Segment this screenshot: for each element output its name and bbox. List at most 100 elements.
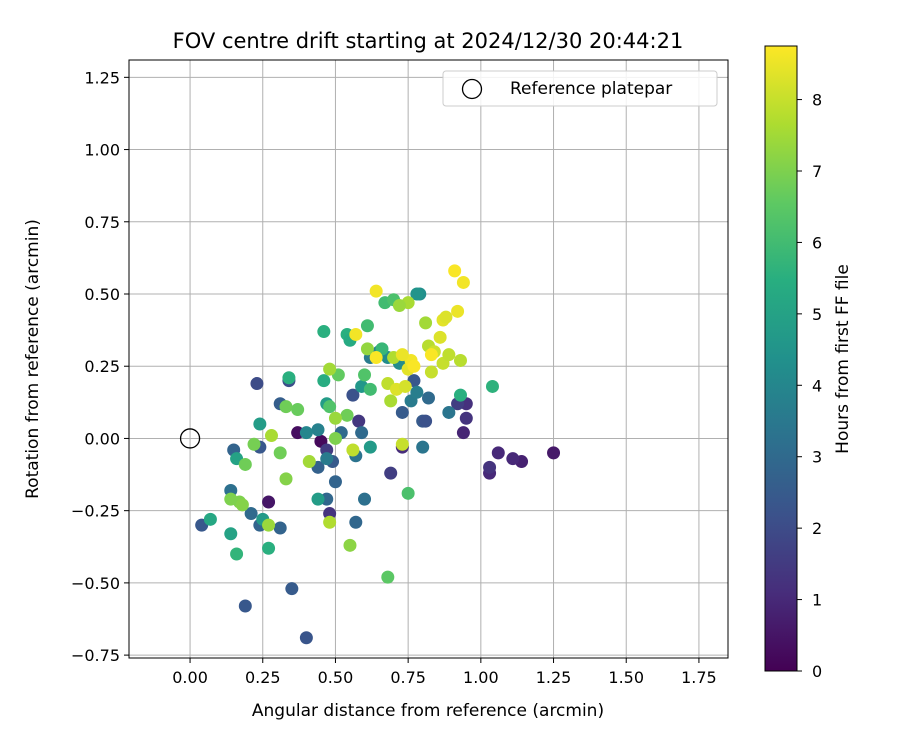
data-point (323, 515, 337, 529)
colorbar-tick-label: 1 (812, 591, 822, 610)
data-point (346, 443, 360, 457)
data-point (262, 495, 276, 509)
colorbar-tick-label: 2 (812, 519, 822, 538)
x-axis-ticks: 0.00 0.25 0.50 0.75 1.00 1.25 1.50 1.75 (172, 658, 717, 687)
data-point (453, 388, 467, 402)
data-point (279, 400, 293, 414)
x-tick-label: 0.50 (318, 668, 354, 687)
data-point (395, 405, 409, 419)
data-point (419, 316, 433, 330)
data-point (453, 353, 467, 367)
data-point (299, 426, 313, 440)
data-point (262, 541, 276, 555)
data-point (264, 429, 278, 443)
colorbar-gradient (764, 45, 798, 672)
x-tick-label: 0.25 (245, 668, 281, 687)
data-point (244, 507, 258, 521)
x-axis-label: Angular distance from reference (arcmin) (252, 701, 604, 721)
data-point (238, 599, 252, 613)
data-point (392, 299, 406, 313)
data-point (352, 414, 366, 428)
data-point (363, 440, 377, 454)
data-point (491, 446, 505, 460)
legend-box (442, 70, 718, 107)
colorbar-tick-label: 0 (812, 662, 822, 681)
data-point (273, 446, 287, 460)
data-point (410, 287, 424, 301)
plot-frame (128, 59, 729, 659)
data-point (395, 437, 409, 451)
y-tick-label: 0.50 (84, 285, 120, 304)
y-tick-label: 1.00 (84, 141, 120, 160)
data-point (323, 400, 337, 414)
data-point (247, 437, 261, 451)
data-point (456, 275, 470, 289)
colorbar: 0 1 2 3 4 5 6 7 8 Hours from first FF file (764, 45, 853, 681)
data-point (439, 310, 453, 324)
legend: Reference platepar (442, 70, 718, 107)
data-point (360, 319, 374, 333)
data-point (317, 374, 331, 388)
data-point (363, 382, 377, 396)
data-points (179, 264, 561, 645)
data-point (369, 351, 383, 365)
data-point (238, 457, 252, 471)
data-point (358, 492, 372, 506)
legend-label: Reference platepar (510, 79, 672, 99)
y-tick-label: −0.50 (71, 574, 120, 593)
data-point (328, 431, 342, 445)
y-tick-label: 1.25 (84, 68, 120, 87)
data-point (384, 394, 398, 408)
data-point (340, 408, 354, 422)
data-point (419, 414, 433, 428)
data-point (253, 417, 267, 431)
data-point (360, 342, 374, 356)
data-point (369, 284, 383, 298)
data-point (349, 327, 363, 341)
data-point (547, 446, 561, 460)
data-point (422, 391, 435, 405)
data-point (381, 570, 395, 584)
y-axis-label: Rotation from reference (arcmin) (23, 219, 43, 499)
colorbar-tick-label: 7 (812, 162, 822, 181)
data-point (407, 359, 421, 373)
data-point (279, 472, 293, 486)
colorbar-tick-label: 4 (812, 376, 822, 395)
data-point (355, 426, 369, 440)
y-tick-label: 0.75 (84, 213, 120, 232)
data-point (401, 486, 415, 500)
data-point (424, 348, 438, 362)
data-point (398, 379, 412, 393)
y-tick-label: −0.75 (71, 646, 120, 665)
data-point (224, 527, 238, 541)
data-point (203, 512, 217, 526)
data-point (328, 475, 342, 489)
data-point (311, 492, 325, 506)
data-point (410, 385, 424, 399)
data-point (506, 452, 520, 466)
chart-title: FOV centre drift starting at 2024/12/30 … (173, 29, 684, 53)
data-point (349, 515, 363, 529)
y-tick-label: −0.25 (71, 502, 120, 521)
data-point (485, 379, 499, 393)
colorbar-label: Hours from first FF file (833, 264, 853, 454)
colorbar-tick-label: 5 (812, 305, 822, 324)
x-tick-label: 1.75 (681, 668, 717, 687)
data-point (328, 411, 342, 425)
data-point (317, 325, 331, 339)
data-point (291, 403, 305, 417)
data-point (459, 411, 473, 425)
y-axis-ticks: −0.75 −0.50 −0.25 0.00 0.25 0.50 0.75 1.00 1.25 (71, 68, 129, 665)
data-point (384, 466, 398, 480)
colorbar-tick-label: 3 (812, 448, 822, 467)
data-point (311, 423, 325, 437)
x-tick-label: 0.75 (390, 668, 426, 687)
data-point (433, 330, 447, 344)
data-point (451, 304, 465, 318)
data-point (343, 538, 357, 552)
colorbar-tick-label: 6 (812, 233, 822, 252)
y-tick-label: 0.25 (84, 357, 120, 376)
legend-marker-open-circle (461, 78, 483, 100)
data-point (442, 405, 456, 419)
